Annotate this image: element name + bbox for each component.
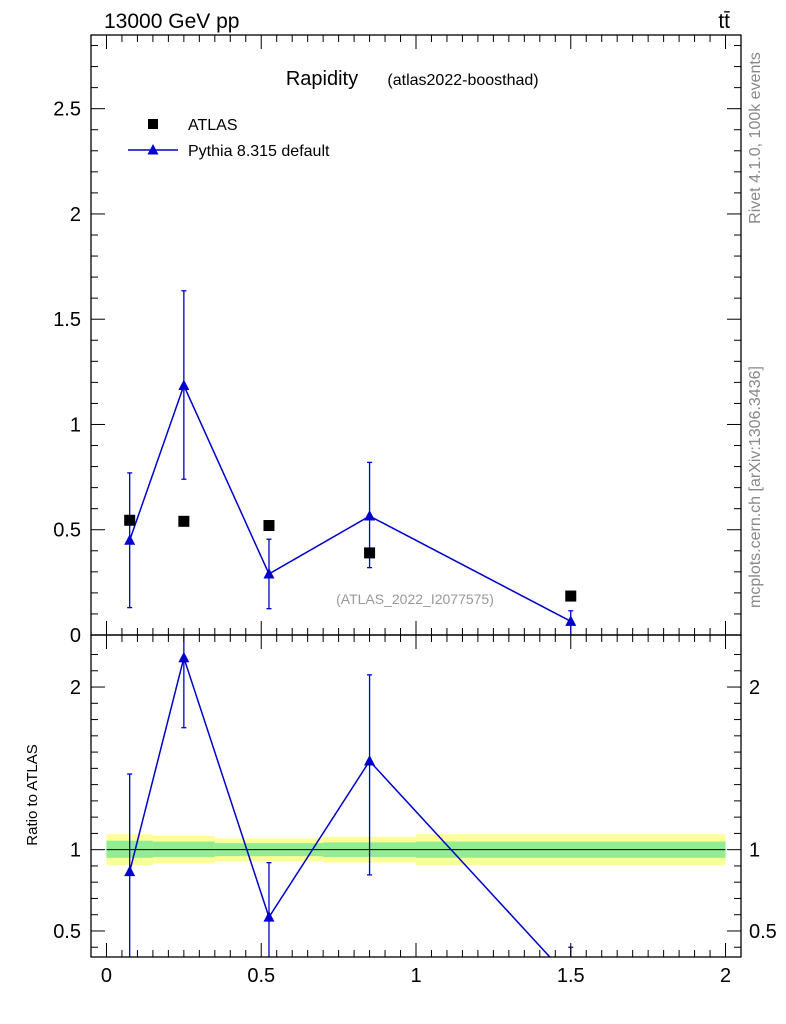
ratio-y-tick-label-right: 1 — [749, 840, 760, 862]
plot-title: Rapidity — [286, 68, 358, 90]
pythia-point — [178, 379, 190, 391]
header-final-state-label: tt̄ — [718, 10, 730, 33]
legend-atlas-label: ATLAS — [188, 117, 238, 134]
y-tick-label: 1.5 — [53, 309, 81, 331]
legend: ATLAS Pythia 8.315 default — [128, 117, 330, 160]
main-panel: 0 0.5 1 1.5 2 2.5 Rapidity (atlas2022-boostha… — [53, 34, 742, 647]
mcplots-reference-label: mcplots.cern.ch [arXiv:1306.3436] — [747, 366, 764, 608]
atlas-data-point — [565, 590, 577, 602]
ratio-y-tick-label-left: 0.5 — [53, 921, 81, 943]
x-tick-label: 2 — [720, 965, 731, 987]
atlas-data-point — [178, 515, 190, 527]
ratio-line — [128, 655, 551, 957]
atlas-data-point — [124, 514, 136, 526]
ratio-axis-ticks — [91, 635, 741, 957]
ratio-y-axis-label: Ratio to ATLAS — [24, 744, 41, 845]
analysis-watermark: (ATLAS_2022_I2077575) — [336, 591, 494, 607]
rivet-version-label: Rivet 4.1.0, 100k events — [747, 52, 764, 224]
y-tick-label: 2 — [70, 204, 81, 226]
x-tick-label: 0 — [101, 965, 112, 987]
y-tick-label: 0 — [70, 625, 81, 647]
legend-atlas-marker — [148, 119, 158, 129]
ratio-tick-labels: 0.5 0.5 1 1 2 2 0 0.5 1 1.5 2 — [53, 677, 777, 987]
ratio-point — [364, 755, 376, 766]
y-tick-label: 1 — [70, 414, 81, 436]
ratio-y-tick-label-right: 0.5 — [749, 921, 777, 943]
ratio-point — [263, 911, 275, 922]
main-axis-ticks — [91, 35, 741, 636]
pythia-point — [263, 567, 275, 579]
legend-pythia-marker — [147, 144, 159, 155]
x-tick-label: 0.5 — [247, 965, 275, 987]
ratio-series — [124, 635, 574, 957]
x-tick-label: 1.5 — [557, 965, 585, 987]
pythia-point — [124, 534, 136, 545]
legend-pythia-label: Pythia 8.315 default — [188, 143, 330, 160]
ratio-y-tick-label-right: 2 — [749, 677, 760, 699]
pythia-point — [364, 510, 376, 521]
atlas-data-point — [364, 547, 376, 559]
x-tick-label: 1 — [410, 965, 421, 987]
ratio-y-tick-label-left: 1 — [70, 840, 81, 862]
ratio-plot-frame — [90, 634, 742, 958]
y-tick-label: 2.5 — [53, 99, 81, 121]
main-y-tick-labels: 0 0.5 1 1.5 2 2.5 — [53, 99, 81, 647]
plot-subtitle: (atlas2022-boosthad) — [387, 72, 538, 89]
ratio-point — [124, 865, 136, 877]
atlas-data-point — [263, 520, 275, 532]
pythia-point — [565, 615, 577, 626]
main-series — [124, 290, 577, 635]
pythia-line — [128, 383, 572, 622]
header-process-label: 13000 GeV pp — [104, 10, 239, 33]
y-tick-label: 0.5 — [53, 520, 81, 542]
ratio-panel: 0.5 0.5 1 1 2 2 0 0.5 1 1.5 2 Ratio to ATLAS — [24, 634, 777, 987]
ratio-point — [178, 651, 190, 663]
ratio-y-tick-label-left: 2 — [70, 677, 81, 699]
